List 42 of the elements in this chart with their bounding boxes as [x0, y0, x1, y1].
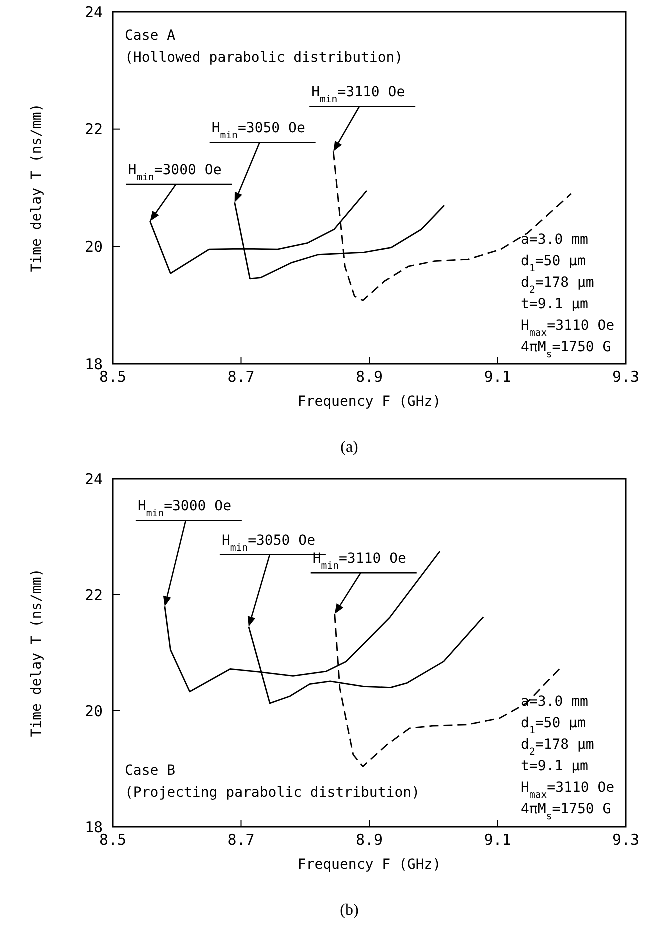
x-tick-label: 9.1 [484, 368, 512, 386]
x-axis-title: Frequency F (GHz) [298, 394, 442, 410]
annotation: d$_{1}$=50 μm [521, 716, 586, 736]
x-tick-label: 8.9 [356, 368, 384, 386]
annotation: a=3.0 mm [521, 232, 588, 248]
x-axis-title: Frequency F (GHz) [298, 857, 442, 873]
annotation: H$_{max}$=3110 Oe [521, 318, 615, 338]
x-tick-label: 8.9 [356, 831, 384, 849]
annotation: d$_{2}$=178 μm [521, 275, 594, 296]
x-tick-label: 8.5 [99, 831, 127, 849]
annotation: Case B [125, 763, 176, 779]
y-tick-label: 22 [84, 586, 103, 604]
annotation: (Hollowed parabolic distribution) [125, 50, 404, 66]
y-axis-title: Time delay T (ns/mm) [29, 568, 45, 738]
y-tick-label: 24 [84, 3, 103, 22]
annotation: d$_{2}$=178 μm [521, 737, 594, 758]
annotation: H$_{min}$=3000 Oe [138, 498, 232, 520]
y-tick-label: 20 [84, 238, 103, 256]
annotation: H$_{min}$=3110 Oe [312, 84, 406, 106]
annotation: 4πM$_{s}$=1750 G [521, 802, 612, 822]
x-tick-label: 8.5 [99, 368, 127, 386]
y-axis-title: Time delay T (ns/mm) [29, 104, 45, 272]
text: (b) [340, 902, 359, 919]
annotation: Case A [125, 28, 176, 44]
annotation: H$_{max}$=3110 Oe [521, 780, 615, 800]
annotation: H$_{min}$=3050 Oe [212, 120, 306, 142]
x-tick-label: 9.3 [612, 831, 640, 849]
annotation: (Projecting parabolic distribution) [125, 785, 420, 801]
y-tick-label: 24 [84, 470, 103, 488]
x-tick-label: 9.1 [484, 831, 512, 849]
annotation: t=9.1 μm [521, 758, 588, 774]
annotation: t=9.1 μm [521, 296, 588, 312]
x-tick-label: 8.7 [228, 368, 255, 386]
y-tick-label: 22 [84, 120, 103, 139]
text: (a) [340, 439, 358, 456]
annotation: H$_{min}$=3000 Oe [128, 162, 222, 183]
y-tick-label: 20 [84, 702, 103, 720]
annotation: H$_{min}$=3050 Oe [222, 532, 316, 554]
x-tick-label: 8.7 [228, 831, 255, 849]
x-tick-label: 9.3 [612, 368, 640, 386]
annotation: 4πM$_{s}$=1750 G [521, 340, 612, 360]
annotation: d$_{1}$=50 μm [521, 254, 586, 274]
